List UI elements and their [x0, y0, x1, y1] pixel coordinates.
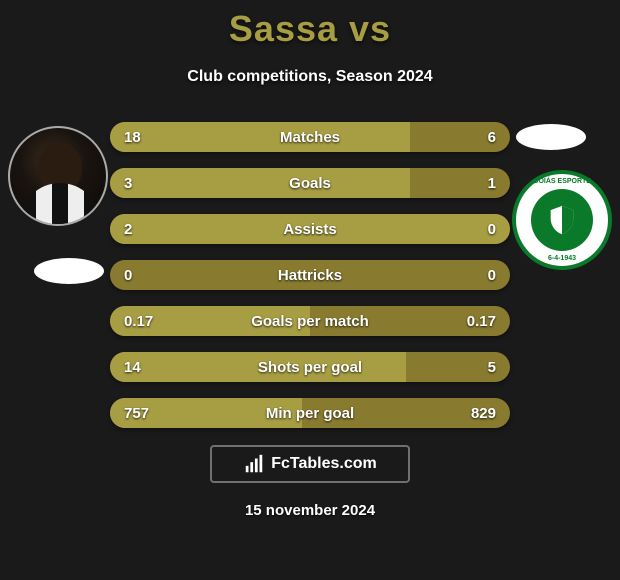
stat-label: Matches — [110, 129, 510, 146]
stat-value-right: 6 — [488, 129, 496, 146]
club-text-top: GOIÁS ESPORTE — [516, 178, 608, 185]
stat-row: 0Hattricks0 — [110, 260, 510, 290]
stat-value-right: 1 — [488, 175, 496, 192]
page-title: Sassa vs — [0, 0, 620, 50]
club-right-inner — [531, 189, 593, 251]
club-right-badge: GOIÁS ESPORTE 6-4-1943 — [512, 170, 612, 270]
player-left-avatar — [8, 126, 108, 226]
stat-value-right: 0.17 — [467, 313, 496, 330]
stat-value-right: 0 — [488, 221, 496, 238]
club-text-bot: 6-4-1943 — [516, 255, 608, 262]
chart-icon — [243, 453, 265, 475]
stat-label: Hattricks — [110, 267, 510, 284]
stat-label: Min per goal — [110, 405, 510, 422]
stats-container: 18Matches63Goals12Assists00Hattricks00.1… — [110, 122, 510, 444]
stat-value-right: 5 — [488, 359, 496, 376]
stat-row: 0.17Goals per match0.17 — [110, 306, 510, 336]
stat-row: 2Assists0 — [110, 214, 510, 244]
stat-row: 18Matches6 — [110, 122, 510, 152]
shield-icon — [545, 203, 579, 237]
stat-row: 14Shots per goal5 — [110, 352, 510, 382]
flag-right — [516, 124, 586, 150]
stat-label: Goals — [110, 175, 510, 192]
stat-value-right: 0 — [488, 267, 496, 284]
brand-badge[interactable]: FcTables.com — [210, 445, 410, 483]
flag-left — [34, 258, 104, 284]
stat-value-right: 829 — [471, 405, 496, 422]
brand-text: FcTables.com — [271, 455, 377, 473]
date-label: 15 november 2024 — [0, 502, 620, 519]
stat-row: 757Min per goal829 — [110, 398, 510, 428]
subtitle: Club competitions, Season 2024 — [0, 68, 620, 86]
stat-row: 3Goals1 — [110, 168, 510, 198]
stat-label: Shots per goal — [110, 359, 510, 376]
stat-label: Goals per match — [110, 313, 510, 330]
stat-label: Assists — [110, 221, 510, 238]
